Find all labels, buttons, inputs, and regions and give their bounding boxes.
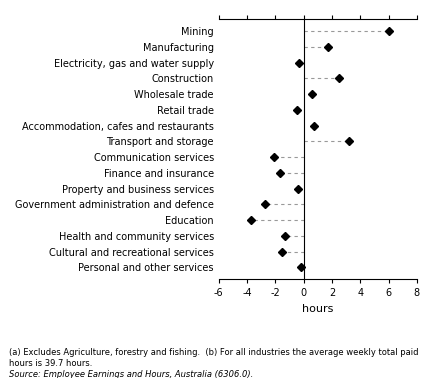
- Text: hours is 39.7 hours.: hours is 39.7 hours.: [9, 359, 92, 368]
- Text: (a) Excludes Agriculture, forestry and fishing.  (b) For all industries the aver: (a) Excludes Agriculture, forestry and f…: [9, 348, 417, 357]
- Text: Source: Employee Earnings and Hours, Australia (6306.0).: Source: Employee Earnings and Hours, Aus…: [9, 370, 252, 378]
- X-axis label: hours: hours: [302, 304, 333, 314]
